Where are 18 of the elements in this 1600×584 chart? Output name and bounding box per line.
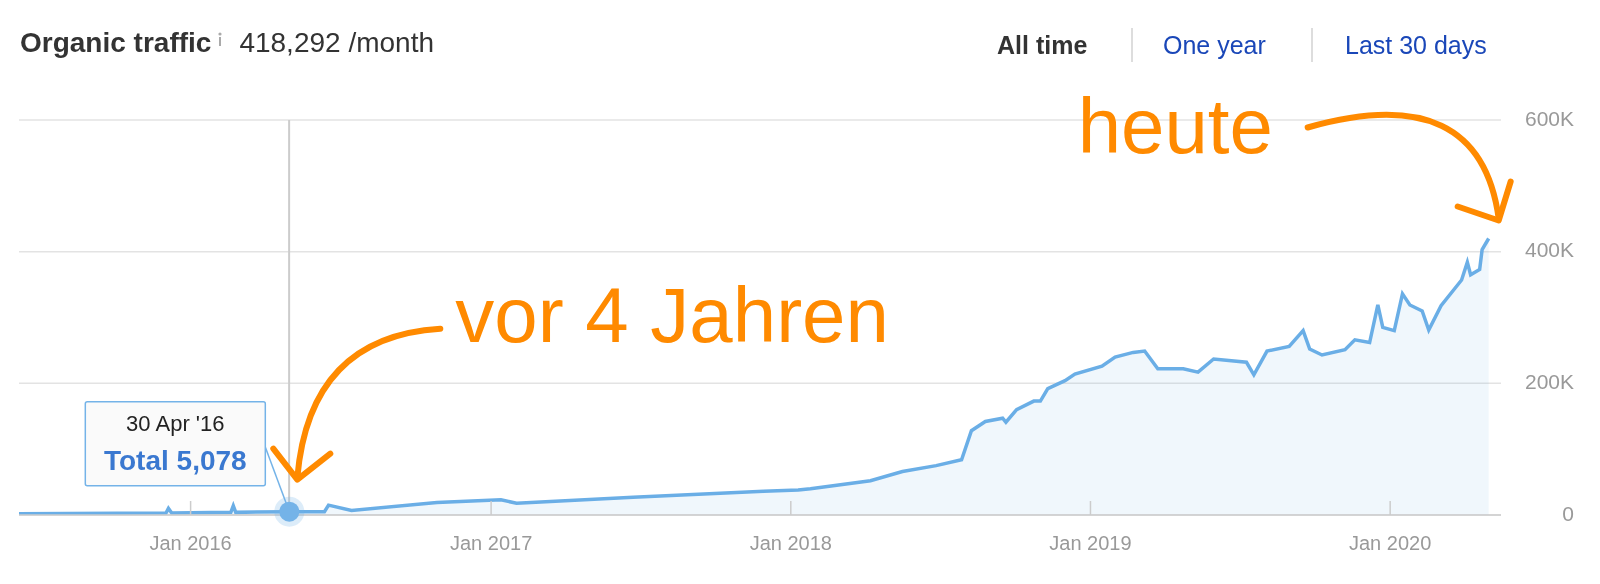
x-tick-label: Jan 2017 xyxy=(449,532,533,554)
text: All time xyxy=(997,30,1088,60)
annotation: 30 Apr '16 xyxy=(126,410,225,436)
chart-title: Organic traffic xyxy=(20,26,212,60)
y-tick-label: 200K xyxy=(1524,369,1574,393)
annotation: vor 4 Jahren xyxy=(455,270,889,359)
y-tick-label: 0 xyxy=(1562,501,1574,525)
y-tick-label: 600K xyxy=(1524,106,1574,130)
text: Last 30 days xyxy=(1345,30,1487,60)
annotation: heute xyxy=(1077,81,1273,170)
text: One year xyxy=(1163,30,1266,60)
x-tick-label: Jan 2020 xyxy=(1349,532,1432,554)
x-tick-label: Jan 2018 xyxy=(749,532,832,554)
y-tick-label: 400K xyxy=(1524,238,1574,262)
x-tick-label: Jan 2019 xyxy=(1049,532,1132,554)
x-tick-label: Jan 2016 xyxy=(149,532,232,554)
annotation: Total 5,078 xyxy=(103,444,247,476)
chart-subtitle: 418,292 /month xyxy=(239,26,434,60)
